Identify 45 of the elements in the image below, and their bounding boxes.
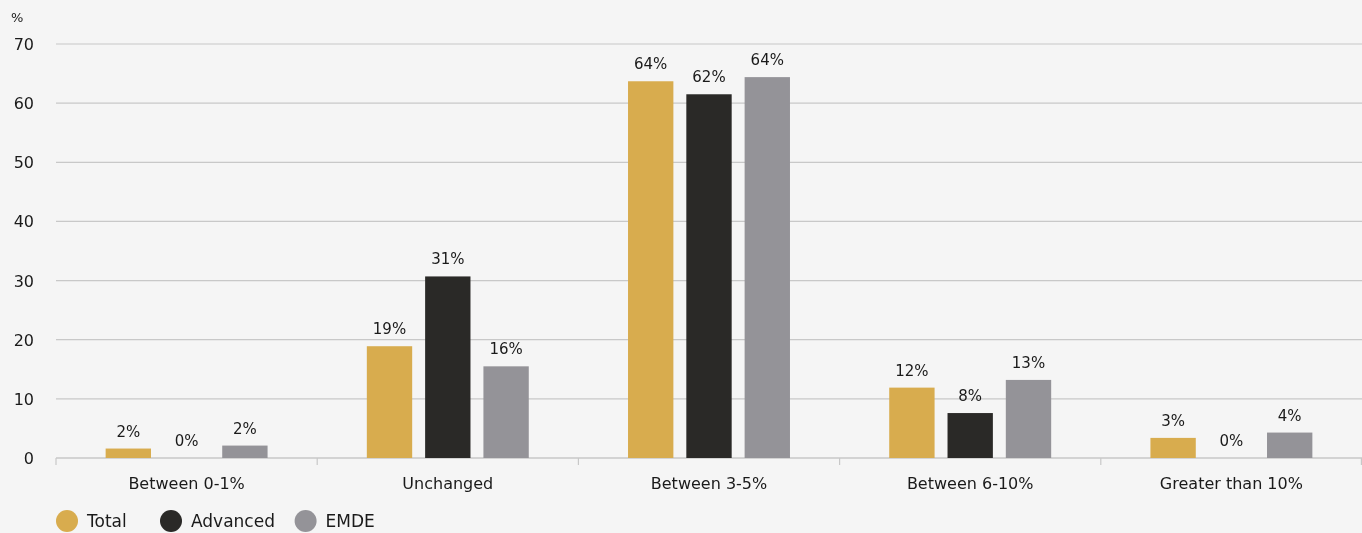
data-label: 64% <box>634 55 668 74</box>
data-label: 0% <box>174 432 199 450</box>
data-label: 62% <box>692 68 726 87</box>
bar <box>1267 432 1313 458</box>
data-label: 2% <box>116 422 141 441</box>
bar <box>686 94 732 458</box>
y-tick-label: 50 <box>13 153 34 173</box>
data-label: 64% <box>750 51 784 70</box>
legend-label: EMDE <box>325 511 375 531</box>
data-label: 19% <box>372 320 407 339</box>
y-tick-label: 20 <box>13 330 34 350</box>
x-tick-label: Unchanged <box>402 474 494 493</box>
data-label: 13% <box>1011 353 1046 372</box>
data-label: 12% <box>895 361 929 380</box>
bar <box>744 77 790 458</box>
legend-label: Advanced <box>191 511 275 531</box>
y-axis-title: % <box>11 10 24 25</box>
x-tick-label: Between 0-1% <box>128 474 245 493</box>
data-label: 2% <box>233 419 257 438</box>
bar <box>889 387 935 458</box>
data-label: 8% <box>958 387 983 406</box>
legend-label: Total <box>86 511 127 531</box>
bar <box>1005 379 1052 458</box>
data-label: 3% <box>1161 411 1185 430</box>
bar <box>947 413 993 458</box>
x-tick-label: Between 3-5% <box>650 474 768 493</box>
y-tick-label: 70 <box>13 35 34 54</box>
x-tick-label: Greater than 10% <box>1159 474 1303 493</box>
y-tick-label: 40 <box>13 212 34 232</box>
bar <box>366 346 413 458</box>
y-tick-label: 60 <box>13 94 34 114</box>
bar <box>105 448 151 458</box>
data-label: 4% <box>1277 406 1302 425</box>
data-label: 31% <box>431 250 465 269</box>
bar <box>222 445 268 458</box>
data-label: 16% <box>489 340 523 359</box>
bar <box>1150 437 1196 458</box>
bar <box>483 366 529 458</box>
x-tick-label: Between 6-10% <box>906 474 1034 493</box>
y-tick-label: 0 <box>23 449 34 468</box>
y-tick-label: 10 <box>13 389 34 409</box>
data-label: 0% <box>1219 432 1244 450</box>
bar <box>628 81 674 458</box>
y-tick-label: 30 <box>13 271 34 291</box>
bar <box>425 276 471 458</box>
